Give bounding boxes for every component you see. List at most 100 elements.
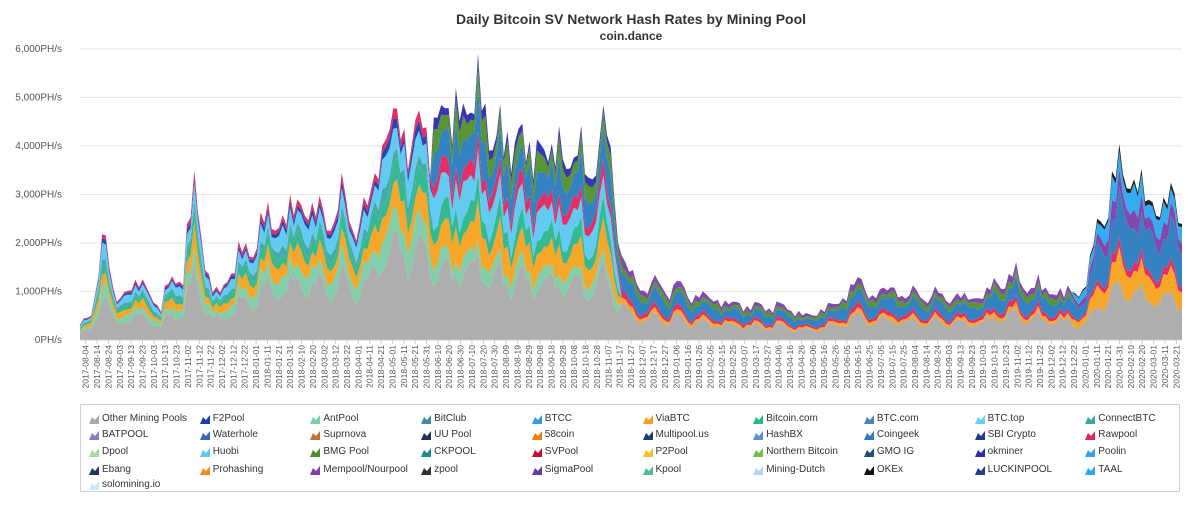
legend-item-bitcoin-com[interactable]: Bitcoin.com bbox=[753, 413, 861, 424]
legend-item-waterhole[interactable]: Waterhole bbox=[199, 429, 308, 440]
legend-swatch-icon bbox=[421, 415, 432, 424]
x-tick-label: 2019-03-17 bbox=[751, 345, 761, 389]
legend-item-svpool[interactable]: SVPool bbox=[531, 446, 640, 457]
legend-swatch-shape bbox=[753, 465, 764, 475]
legend-label: solomining.io bbox=[102, 479, 161, 490]
x-tick-label: 2019-05-06 bbox=[808, 345, 818, 389]
legend-item-taal[interactable]: TAAL bbox=[1085, 464, 1193, 475]
legend-swatch-icon bbox=[1085, 415, 1096, 424]
legend-item-hashbx[interactable]: HashBX bbox=[753, 429, 861, 440]
legend-item-poolin[interactable]: Poolin bbox=[1085, 446, 1193, 457]
legend-item-bmg-pool[interactable]: BMG Pool bbox=[310, 446, 418, 457]
legend-item-zpool[interactable]: zpool bbox=[421, 464, 529, 475]
legend-item-huobi[interactable]: Huobi bbox=[199, 446, 308, 457]
legend-item-connectbtc[interactable]: ConnectBTC bbox=[1085, 413, 1193, 424]
legend-swatch-icon bbox=[531, 430, 542, 440]
legend-swatch-shape bbox=[1085, 465, 1096, 475]
legend-item-prohashing[interactable]: Prohashing bbox=[199, 464, 308, 475]
x-tick-label: 2019-05-26 bbox=[830, 345, 840, 389]
legend-item-gmo-ig[interactable]: GMO IG bbox=[863, 446, 972, 457]
legend-item-luckinpool[interactable]: LUCKINPOOL bbox=[974, 464, 1083, 475]
legend-swatch-shape bbox=[863, 465, 874, 475]
legend-item-okminer[interactable]: okminer bbox=[974, 446, 1083, 457]
legend-item-ebang[interactable]: Ebang bbox=[89, 464, 197, 475]
x-tick-label: 2019-06-15 bbox=[853, 345, 863, 389]
legend-label: BitClub bbox=[434, 413, 467, 424]
legend-item-kpool[interactable]: Kpool bbox=[642, 464, 751, 475]
x-tick-label: 2019-07-25 bbox=[899, 345, 909, 389]
legend-item-bitclub[interactable]: BitClub bbox=[421, 413, 529, 424]
legend-label: Multipool.us bbox=[655, 428, 709, 440]
x-tick-label: 2018-06-20 bbox=[444, 345, 454, 389]
legend-swatch-icon bbox=[310, 415, 321, 424]
chart-svg: Daily Bitcoin SV Network Hash Rates by M… bbox=[15, 11, 1182, 389]
x-tick-label: 2018-08-09 bbox=[501, 345, 511, 389]
legend-item-ckpool[interactable]: CKPOOL bbox=[421, 446, 529, 457]
x-tick-label: 2020-03-11 bbox=[1160, 345, 1170, 388]
legend-item-coingeek[interactable]: Coingeek bbox=[863, 429, 972, 440]
x-tick-label: 2017-11-02 bbox=[183, 345, 193, 388]
legend-item-sigmapool[interactable]: SigmaPool bbox=[531, 464, 640, 475]
legend-swatch-shape bbox=[863, 415, 874, 424]
legend-label: zpool bbox=[434, 463, 458, 475]
legend-swatch-icon bbox=[642, 448, 653, 457]
x-tick-label: 2019-08-14 bbox=[921, 345, 931, 389]
legend-item-rawpool[interactable]: Rawpool bbox=[1085, 429, 1193, 440]
legend-item-f2pool[interactable]: F2Pool bbox=[199, 413, 308, 424]
x-tick-label: 2018-07-10 bbox=[467, 345, 477, 389]
chart-subtitle: coin.dance bbox=[600, 29, 663, 43]
legend-swatch-shape bbox=[1085, 415, 1096, 424]
x-tick-label: 2018-06-30 bbox=[456, 345, 466, 389]
legend-swatch-icon bbox=[974, 465, 985, 475]
x-tick-label: 2018-07-20 bbox=[478, 345, 488, 389]
legend-swatch-icon bbox=[310, 430, 321, 440]
x-tick-label: 2017-12-22 bbox=[240, 345, 250, 389]
legend-swatch-icon bbox=[421, 430, 432, 440]
legend-item-58coin[interactable]: 58coin bbox=[531, 429, 640, 440]
legend-swatch-shape bbox=[310, 430, 321, 440]
legend-item-other-mining-pools[interactable]: Other Mining Pools bbox=[89, 413, 197, 424]
x-tick-label: 2019-09-13 bbox=[955, 345, 965, 389]
legend-item-btc-top[interactable]: BTC.top bbox=[974, 413, 1083, 424]
legend-swatch-shape bbox=[89, 481, 99, 490]
legend-item-multipool-us[interactable]: Multipool.us bbox=[642, 428, 751, 440]
x-tick-label: 2018-10-08 bbox=[569, 345, 579, 389]
legend-item-northern-bitcoin[interactable]: Northern Bitcoin bbox=[753, 446, 861, 457]
legend-label: GMO IG bbox=[876, 446, 915, 457]
legend-swatch-icon bbox=[89, 448, 99, 457]
legend-item-p2pool[interactable]: P2Pool bbox=[642, 446, 751, 457]
legend-item-btcc[interactable]: BTCC bbox=[531, 413, 640, 424]
legend-item-uu-pool[interactable]: UU Pool bbox=[421, 429, 529, 440]
chart-title: Daily Bitcoin SV Network Hash Rates by M… bbox=[456, 11, 806, 27]
stacked-areas bbox=[80, 53, 1182, 340]
legend-item-okex[interactable]: OKEx bbox=[863, 464, 972, 475]
x-tick-label: 2019-04-06 bbox=[774, 345, 784, 389]
legend-item-dpool[interactable]: Dpool bbox=[89, 446, 197, 457]
y-tick-label: 3,000PH/s bbox=[15, 190, 62, 201]
legend-item-mempool-nourpool[interactable]: Mempool/Nourpool bbox=[310, 464, 418, 475]
legend-swatch-icon bbox=[1085, 465, 1096, 475]
legend-item-suprnova[interactable]: Suprnova bbox=[310, 429, 418, 440]
legend-item-batpool[interactable]: BATPOOL bbox=[89, 429, 197, 440]
x-tick-label: 2017-09-13 bbox=[126, 345, 136, 389]
legend-swatch-shape bbox=[421, 448, 432, 457]
legend-item-antpool[interactable]: AntPool bbox=[310, 413, 418, 424]
x-tick-label: 2019-10-23 bbox=[1001, 345, 1011, 389]
legend-label: F2Pool bbox=[212, 413, 245, 424]
x-tick-label: 2020-03-21 bbox=[1171, 345, 1181, 389]
legend-item-viabtc[interactable]: ViaBTC bbox=[642, 413, 751, 424]
legend-item-solomining-io[interactable]: solomining.io bbox=[89, 479, 197, 490]
legend-item-btc-com[interactable]: BTC.com bbox=[863, 413, 972, 424]
legend-swatch-icon bbox=[89, 415, 99, 424]
legend-swatch-icon bbox=[863, 430, 874, 440]
legend-item-mining-dutch[interactable]: Mining-Dutch bbox=[753, 464, 861, 475]
legend-label: SVPool bbox=[544, 446, 579, 457]
x-tick-label: 2020-01-01 bbox=[1080, 345, 1090, 389]
x-tick-label: 2019-12-02 bbox=[1046, 345, 1056, 389]
x-tick-label: 2018-02-20 bbox=[308, 345, 318, 389]
legend-item-sbi-crypto[interactable]: SBI Crypto bbox=[974, 429, 1083, 440]
legend-swatch-shape bbox=[531, 415, 542, 424]
x-tick-label: 2018-08-19 bbox=[512, 345, 522, 389]
legend-swatch-icon bbox=[642, 465, 653, 475]
x-tick-label: 2020-02-10 bbox=[1126, 345, 1136, 389]
